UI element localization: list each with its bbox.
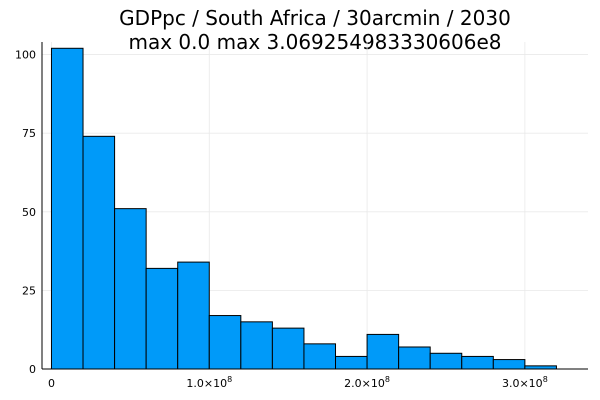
x-tick-label: 0 bbox=[48, 377, 55, 390]
histogram-bar bbox=[492, 359, 526, 370]
histogram-bar bbox=[177, 261, 210, 370]
histogram-bar bbox=[429, 352, 463, 370]
y-tick-label: 50 bbox=[22, 206, 36, 219]
histogram-bar bbox=[50, 47, 84, 370]
histogram-bar bbox=[208, 315, 242, 370]
axes bbox=[41, 42, 588, 370]
bars bbox=[50, 47, 557, 370]
histogram-bar bbox=[461, 355, 494, 370]
histogram-bar bbox=[398, 346, 431, 370]
histogram-bar bbox=[335, 355, 368, 370]
histogram-bar bbox=[82, 135, 116, 370]
histogram-bar bbox=[303, 343, 337, 370]
x-tick-label: 3.0×108 bbox=[502, 375, 548, 390]
y-tick-label: 0 bbox=[29, 363, 36, 376]
tick-labels: 0 25 50 75 100 0 1.0×108 2.0×108 3.0×108 bbox=[15, 49, 548, 390]
histogram-bar bbox=[240, 321, 273, 370]
histogram-bar bbox=[145, 267, 179, 370]
chart-subtitle: max 0.0 max 3.069254983330606e8 bbox=[128, 30, 501, 54]
y-tick-label: 75 bbox=[22, 127, 36, 140]
histogram-bar bbox=[114, 208, 147, 370]
histogram-bar bbox=[366, 333, 400, 370]
x-tick-label: 2.0×108 bbox=[344, 375, 390, 390]
y-tick-label: 100 bbox=[15, 49, 36, 62]
histogram-bar bbox=[271, 327, 305, 370]
chart-title: GDPpc / South Africa / 30arcmin / 2030 bbox=[119, 6, 511, 30]
y-tick-label: 25 bbox=[22, 284, 36, 297]
x-tick-label: 1.0×108 bbox=[186, 375, 232, 390]
